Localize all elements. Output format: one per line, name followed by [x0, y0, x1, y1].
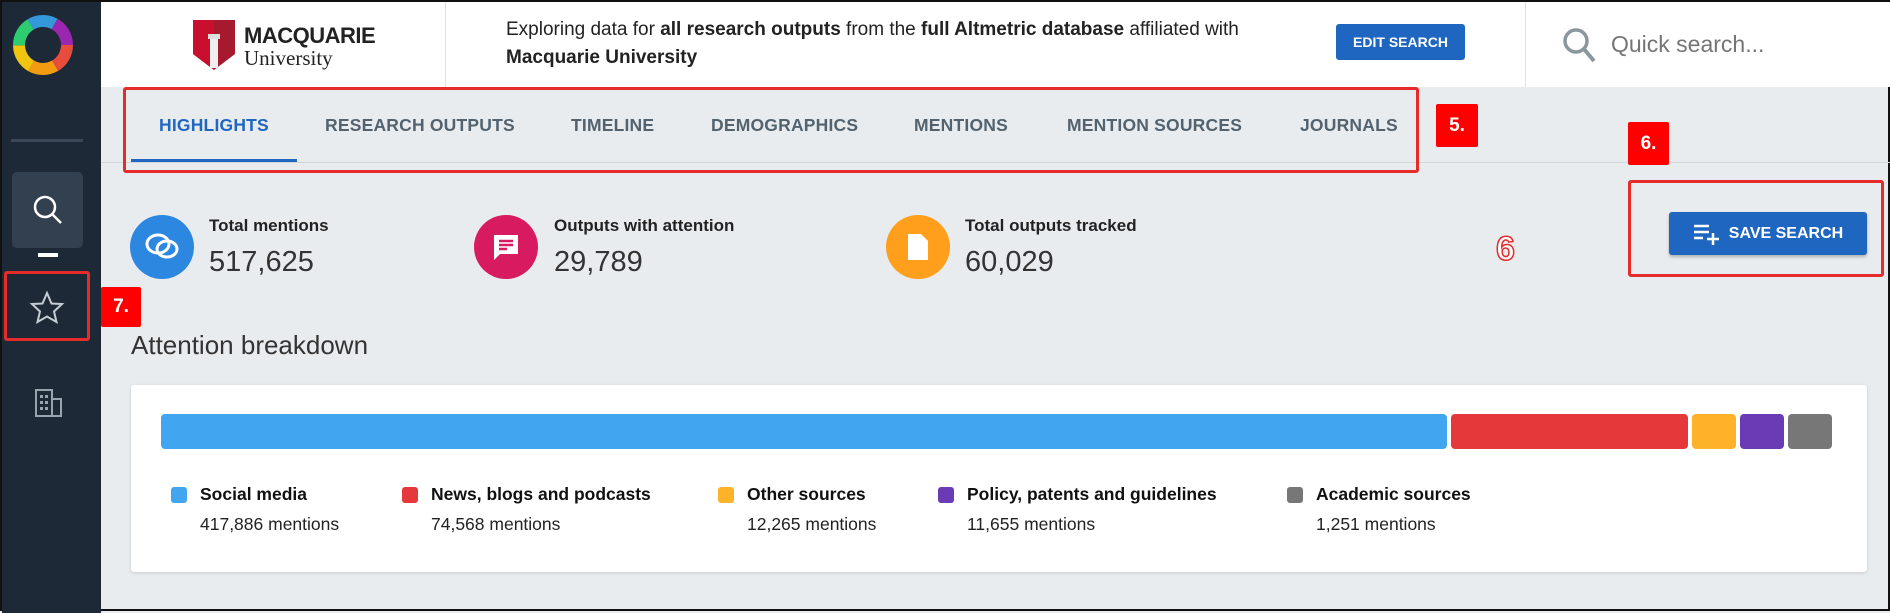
active-indicator — [38, 253, 58, 257]
tab-mention-sources[interactable]: MENTION SOURCES — [1067, 115, 1243, 135]
playlist-add-icon — [1693, 224, 1719, 245]
breakdown-segment-other-sources[interactable] — [1692, 414, 1736, 449]
annotation-label-5: 5. — [1436, 104, 1478, 147]
breakdown-segment-academic-sources[interactable] — [1788, 414, 1832, 449]
legend-swatch — [938, 487, 954, 503]
active-tab-underline — [131, 159, 297, 162]
legend-value: 74,568 mentions — [431, 514, 561, 534]
save-search-button[interactable]: SAVE SEARCH — [1669, 212, 1867, 255]
attention-breakdown-card: Social media 417,886 mentions News, blogs … — [131, 385, 1867, 572]
quick-search-input[interactable] — [1611, 24, 1871, 64]
legend-label: Academic sources — [1316, 484, 1471, 504]
stat-value: 60,029 — [965, 246, 1054, 278]
quick-search-icon — [1563, 28, 1596, 63]
legend-swatch — [402, 487, 418, 503]
save-search-label: SAVE SEARCH — [1728, 224, 1844, 242]
edit-search-button[interactable]: EDIT SEARCH — [1336, 24, 1465, 60]
tab-timeline[interactable]: TIMELINE — [571, 115, 655, 135]
header-divider — [1525, 2, 1526, 87]
tab-journals[interactable]: JOURNALS — [1300, 115, 1398, 135]
search-icon — [33, 195, 62, 224]
tab-demographics[interactable]: DEMOGRAPHICS — [711, 115, 859, 135]
document-icon — [886, 215, 950, 279]
header-divider — [445, 2, 446, 87]
legend-label: Social media — [200, 484, 307, 504]
altmetric-logo-icon[interactable] — [12, 14, 74, 76]
legend-value: 417,886 mentions — [200, 514, 340, 534]
macquarie-crest-logo — [193, 20, 235, 70]
star-icon — [29, 290, 65, 325]
legend-swatch — [718, 487, 734, 503]
sidebar — [2, 2, 101, 613]
annotation-box-5 — [123, 87, 1419, 173]
legend-value: 11,655 mentions — [967, 514, 1096, 534]
sidebar-saved-button[interactable] — [12, 282, 83, 338]
stat-title: Total mentions — [209, 216, 329, 235]
mentions-chat-icon — [130, 215, 194, 279]
header: MACQUARIE University — [101, 2, 1890, 87]
legend-value: 12,265 mentions — [747, 514, 877, 534]
breakdown-bar — [161, 385, 1836, 485]
tab-mentions[interactable]: MENTIONS — [914, 115, 1008, 135]
logo-subtitle: University — [244, 46, 333, 70]
stat-value: 517,625 — [209, 246, 314, 278]
sidebar-search-button[interactable] — [12, 172, 83, 248]
annotation-text-6: 6 — [1495, 229, 1515, 269]
legend-label: Policy, patents and guidelines — [967, 484, 1217, 504]
annotation-box-7 — [4, 271, 90, 341]
annotation-box-6 — [1628, 180, 1884, 277]
breakdown-segment-social-media[interactable] — [161, 414, 1447, 449]
breakdown-segment-policy-patents-and-guidelines[interactable] — [1740, 414, 1784, 449]
search-description: Exploring data for all research outputs … — [506, 19, 1239, 68]
sidebar-institution-button[interactable] — [12, 382, 83, 422]
tab-research-outputs[interactable]: RESEARCH OUTPUTS — [325, 115, 515, 135]
annotation-label-6: 6. — [1628, 122, 1669, 165]
stat-title: Total outputs tracked — [965, 216, 1137, 235]
building-icon — [35, 389, 62, 417]
logo-name: MACQUARIE — [244, 23, 376, 48]
legend-swatch — [1287, 487, 1303, 503]
attention-breakdown-heading: Attention breakdown — [131, 330, 369, 360]
breakdown-segment-news-blogs-and-podcasts[interactable] — [1450, 414, 1688, 449]
stat-title: Outputs with attention — [554, 216, 735, 235]
tab-bar: HIGHLIGHTS RESEARCH OUTPUTS TIMELINE DEM… — [101, 87, 1890, 163]
legend-value: 1,251 mentions — [1316, 514, 1436, 534]
comment-icon — [474, 215, 538, 279]
legend-label: News, blogs and podcasts — [431, 484, 651, 504]
stat-value: 29,789 — [554, 246, 643, 278]
legend-label: Other sources — [747, 484, 866, 504]
legend-swatch — [171, 487, 187, 503]
sidebar-divider — [11, 139, 83, 142]
annotation-label-7: 7. — [101, 287, 141, 327]
tab-highlights[interactable]: HIGHLIGHTS — [159, 115, 269, 135]
